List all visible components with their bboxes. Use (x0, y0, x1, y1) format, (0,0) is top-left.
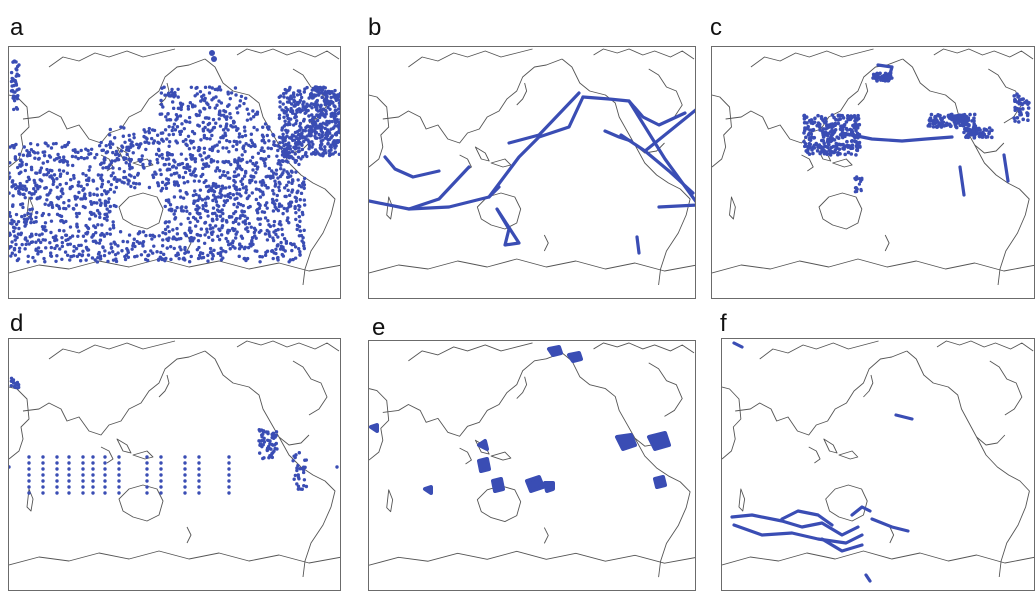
coastline (9, 341, 341, 577)
southern-tracks (730, 341, 914, 583)
mooring-array (9, 376, 339, 495)
coastline (369, 343, 696, 577)
ship-tracks (369, 91, 695, 255)
panel-letter: f (720, 310, 727, 337)
map-b (369, 47, 696, 299)
coastline (722, 341, 1035, 577)
map-c (712, 47, 1035, 299)
panel-letter: e (372, 314, 386, 341)
map-d (9, 339, 341, 591)
map-frame (8, 46, 341, 299)
coastal-clusters (802, 63, 1031, 197)
panel-letter: a (10, 14, 24, 41)
map-f (722, 339, 1035, 583)
map-a (9, 47, 340, 299)
map-e (369, 341, 696, 591)
map-frame (711, 46, 1035, 299)
panel-letter: d (10, 310, 24, 337)
coastline (712, 49, 1035, 285)
observation-points (9, 50, 340, 264)
map-frame (721, 338, 1035, 591)
map-frame (368, 46, 696, 299)
coastline (369, 49, 696, 285)
sparse-patches (369, 345, 671, 495)
panel-letter: b (368, 14, 382, 41)
map-frame (8, 338, 341, 591)
map-frame (368, 340, 696, 591)
panel-letter: c (710, 14, 722, 41)
